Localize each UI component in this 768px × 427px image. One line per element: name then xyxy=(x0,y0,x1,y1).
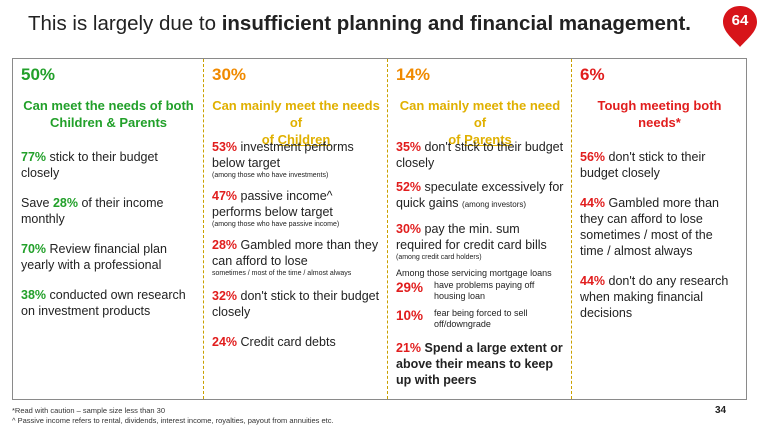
stat-text: fear being forced to sell off/downgrade xyxy=(434,308,528,329)
segment-heading-underlined: Children xyxy=(277,132,331,147)
segment-percentage: 14% xyxy=(396,65,431,84)
stat-item: 47% passive income^ performs below targe… xyxy=(212,188,380,229)
stat-text: don't stick to their budget closely xyxy=(396,140,564,170)
stat-value: 56% xyxy=(580,150,606,164)
badge-number: 64 xyxy=(731,12,749,29)
title-lead: This is largely due to xyxy=(28,12,222,35)
stat-item: 44% don't do any research when making fi… xyxy=(580,273,739,321)
segment-column-both: 50% Can meet the needs of both Children … xyxy=(13,59,203,399)
stat-text: Review financial plan yearly with a prof… xyxy=(21,242,167,272)
stat-value: 10% xyxy=(396,308,424,323)
stat-value: 35% xyxy=(396,140,422,154)
segment-percentage: 50% xyxy=(21,65,56,84)
stat-text: don't stick to their budget closely xyxy=(212,289,380,319)
stat-value: 21% xyxy=(396,341,422,355)
stat-text: passive income^ performs below target xyxy=(212,189,333,219)
stat-value: 28% xyxy=(52,196,78,210)
stat-value: 44% xyxy=(580,274,606,288)
mortgage-stat: 10% fear being forced to sell off/downgra… xyxy=(396,308,564,330)
footnote-caution: *Read with caution – sample size less th… xyxy=(12,406,166,415)
stat-text: of their income monthly xyxy=(21,196,164,226)
stat-value: 52% xyxy=(396,180,422,194)
stat-text: Gambled more than they can afford to los… xyxy=(212,238,379,268)
segment-heading-line: Children & Parents xyxy=(49,115,168,130)
stat-item: 77% stick to their budget closely xyxy=(21,149,196,181)
stat-value: 70% xyxy=(21,242,47,256)
stat-item: 32% don't stick to their budget closely xyxy=(212,288,380,320)
stat-value: 47% xyxy=(212,189,238,203)
stat-text: don't stick to their budget closely xyxy=(580,150,706,180)
stat-text: have problems paying off housing loan xyxy=(434,280,535,301)
segment-heading-line: Can mainly meet the need of xyxy=(399,98,561,130)
stat-value: 32% xyxy=(212,289,238,303)
stat-value: 53% xyxy=(212,140,238,154)
segment-heading: Can meet the needs of both Children & Pa… xyxy=(21,97,196,139)
stat-item: 52% speculate excessively for quick gain… xyxy=(396,179,564,213)
stat-text: Gambled more than they can afford to los… xyxy=(580,196,719,258)
stat-value: 30% xyxy=(396,222,422,236)
segment-column-tough: 6% Tough meeting both needs* 56% don't s… xyxy=(571,59,746,399)
stat-text: Spend a large extent or above their mean… xyxy=(396,341,563,387)
footnote-passive-income: ^ Passive income refers to rental, divid… xyxy=(12,416,334,425)
stat-note: (among those who have passive income) xyxy=(212,221,340,228)
page-badge: 64 xyxy=(720,4,760,47)
segment-heading: Can mainly meet the need of of Parents xyxy=(399,98,561,147)
stat-value: 38% xyxy=(21,288,47,302)
stat-note: sometimes / most of the time / almost al… xyxy=(212,270,352,277)
stat-text: pay the min. sum required for credit car… xyxy=(396,222,547,252)
stat-value: 44% xyxy=(580,196,606,210)
stat-item: 70% Review financial plan yearly with a … xyxy=(21,241,196,273)
segment-heading-line: Can mainly meet the needs of xyxy=(212,98,380,130)
stat-item: 38% conducted own research on investment… xyxy=(21,287,196,319)
stat-item: 28% Gambled more than they can afford to… xyxy=(212,237,380,278)
stat-item: 21% Spend a large extent or above their … xyxy=(396,340,564,388)
stat-text: investment performs below target xyxy=(212,140,354,170)
segment-heading-line: Tough meeting both needs* xyxy=(597,98,722,130)
stat-note: (among those who have investments) xyxy=(212,172,329,179)
stat-item: Save 28% of their income monthly xyxy=(21,195,196,227)
map-pin-icon xyxy=(723,6,757,47)
page-number: 34 xyxy=(715,405,727,416)
stat-item: 30% pay the min. sum required for credit… xyxy=(396,221,564,262)
stat-value: 28% xyxy=(212,238,238,252)
stat-text: stick to their budget closely xyxy=(21,150,158,180)
stat-text: Credit card debts xyxy=(237,335,336,349)
segment-heading-underlined: Parents xyxy=(464,132,512,147)
segment-percentage: 30% xyxy=(212,65,247,84)
stat-item: 53% investment performs below target (amo… xyxy=(212,139,380,180)
stat-note: (among investors) xyxy=(462,200,527,209)
stat-item: 24% Credit card debts xyxy=(212,334,380,350)
stat-item: 56% don't stick to their budget closely xyxy=(580,149,739,181)
stat-text: don't do any research when making financ… xyxy=(580,274,729,320)
mortgage-subheading: Among those servicing mortgage loans xyxy=(396,268,552,278)
stat-text: speculate excessively for quick gains xyxy=(396,180,564,210)
segment-column-parents: 14% Can mainly meet the need of of Paren… xyxy=(387,59,571,399)
slide-title: This is largely due to insufficient plan… xyxy=(28,12,691,36)
stat-item: 35% don't stick to their budget closely xyxy=(396,139,564,171)
stat-note: (among credit card holders) xyxy=(396,254,482,261)
segment-heading: Can mainly meet the needs of of Children xyxy=(212,98,380,147)
segments-panel: 50% Can meet the needs of both Children … xyxy=(12,58,747,400)
stat-text: conducted own research on investment pro… xyxy=(21,288,186,318)
mortgage-stat: 29% have problems paying off housing loan xyxy=(396,280,564,302)
stat-value: 29% xyxy=(396,280,424,295)
segment-column-children: 30% Can mainly meet the needs of of Chil… xyxy=(203,59,387,399)
segment-heading-line: Can meet the needs of both xyxy=(23,98,194,113)
stat-item: 44% Gambled more than they can afford to… xyxy=(580,195,739,259)
stat-value: 24% xyxy=(212,335,238,349)
stat-value: 77% xyxy=(21,150,47,164)
segment-heading: Tough meeting both needs* xyxy=(580,97,739,139)
title-emphasis: insufficient planning and financial mana… xyxy=(221,12,691,35)
segment-percentage: 6% xyxy=(580,65,605,84)
stat-text: Save xyxy=(21,196,53,210)
